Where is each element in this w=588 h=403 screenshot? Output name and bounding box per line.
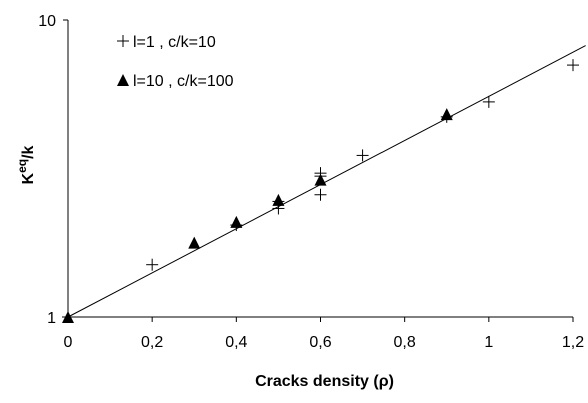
x-tick-label: 0,2 bbox=[141, 334, 163, 351]
chart-titles: Cracks density (ρ) Keq/k bbox=[15, 145, 394, 390]
y-axis-title-main: K bbox=[20, 172, 37, 184]
y-axis-title: Keq/k bbox=[15, 145, 37, 184]
chart-marks bbox=[62, 59, 579, 323]
data-point-series-2 bbox=[440, 108, 453, 121]
legend-marker-plus bbox=[117, 35, 129, 47]
data-point-series-2 bbox=[314, 173, 327, 186]
fit-line bbox=[67, 45, 586, 318]
y-tick-label: 10 bbox=[38, 13, 56, 30]
x-tick-label: 0,6 bbox=[309, 334, 331, 351]
data-point-series-1 bbox=[482, 95, 495, 108]
data-point-series-2 bbox=[62, 311, 74, 323]
legend-label: l=10 , c/k=100 bbox=[133, 73, 234, 90]
legend-marker-triangle bbox=[117, 74, 129, 86]
data-point-series-2 bbox=[272, 193, 285, 206]
legend-label: l=1 , c/k=10 bbox=[133, 34, 216, 51]
data-point-series-2 bbox=[188, 236, 201, 249]
data-point-series-1 bbox=[314, 188, 327, 201]
y-axis-title-tail: /k bbox=[20, 145, 37, 158]
y-axis-title-sup: eq bbox=[15, 159, 29, 173]
chart-legend: l=1 , c/k=10 l=10 , c/k=100 bbox=[117, 34, 234, 90]
chart-fit-line-group bbox=[67, 45, 586, 318]
data-point-series-1 bbox=[567, 59, 579, 72]
x-tick-label: 1 bbox=[484, 334, 493, 351]
x-tick-label: 1,2 bbox=[562, 334, 584, 351]
data-point-series-2 bbox=[230, 215, 243, 228]
x-tick-label: 0,8 bbox=[394, 334, 416, 351]
x-tick-label: 0,4 bbox=[225, 334, 247, 351]
chart-ticks: 0 0,2 0,4 0,6 0,8 1 1,2 1 10 bbox=[38, 13, 584, 351]
y-tick-label: 1 bbox=[47, 310, 56, 327]
x-axis-title: Cracks density (ρ) bbox=[255, 373, 394, 390]
data-point-series-1 bbox=[356, 149, 369, 162]
data-point-series-1 bbox=[146, 258, 159, 271]
x-tick-label: 0 bbox=[64, 334, 73, 351]
